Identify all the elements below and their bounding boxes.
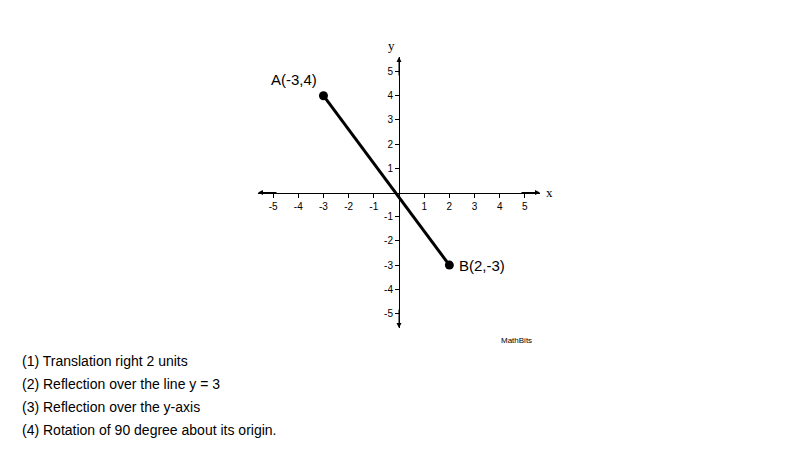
svg-text:-1: -1 (369, 201, 378, 212)
svg-text:-1: -1 (384, 211, 393, 222)
svg-text:-4: -4 (384, 284, 393, 295)
svg-text:-4: -4 (294, 201, 303, 212)
html-text:(4) Rotation of 90 degree abou: (4) Rotation of 90 degree about its orig… (22, 422, 277, 438)
svg-text:-5: -5 (269, 201, 278, 212)
html-text:Which transformation of line s: Which transformation of line segment AB … (22, 18, 560, 35)
svg-text:2: 2 (447, 201, 453, 212)
html-text:(2) Reflection over the line y: (2) Reflection over the line y = 3 (22, 376, 220, 392)
svg-text:3: 3 (387, 114, 393, 125)
html-text:(1) Translation right 2 units: (1) Translation right 2 units (22, 353, 188, 369)
svg-text:y: y (388, 38, 395, 53)
svg-text:A(-3,4): A(-3,4) (271, 71, 317, 88)
svg-text:5: 5 (522, 201, 528, 212)
svg-text:B(2,-3): B(2,-3) (459, 257, 505, 274)
html-text:(3) Reflection over the y-axis: (3) Reflection over the y-axis (22, 399, 201, 415)
svg-text:MathBits: MathBits (501, 336, 532, 345)
svg-text:-2: -2 (384, 235, 393, 246)
svg-text:x: x (546, 185, 553, 200)
svg-text:3: 3 (472, 201, 478, 212)
svg-text:1: 1 (421, 201, 427, 212)
svg-text:4: 4 (387, 90, 393, 101)
svg-text:4: 4 (497, 201, 503, 212)
svg-text:5: 5 (387, 66, 393, 77)
svg-text:-3: -3 (319, 201, 328, 212)
svg-text:-5: -5 (384, 308, 393, 319)
svg-text:2: 2 (387, 139, 393, 150)
svg-text:-2: -2 (344, 201, 353, 212)
svg-text:-3: -3 (384, 260, 393, 271)
svg-text:1: 1 (387, 163, 393, 174)
